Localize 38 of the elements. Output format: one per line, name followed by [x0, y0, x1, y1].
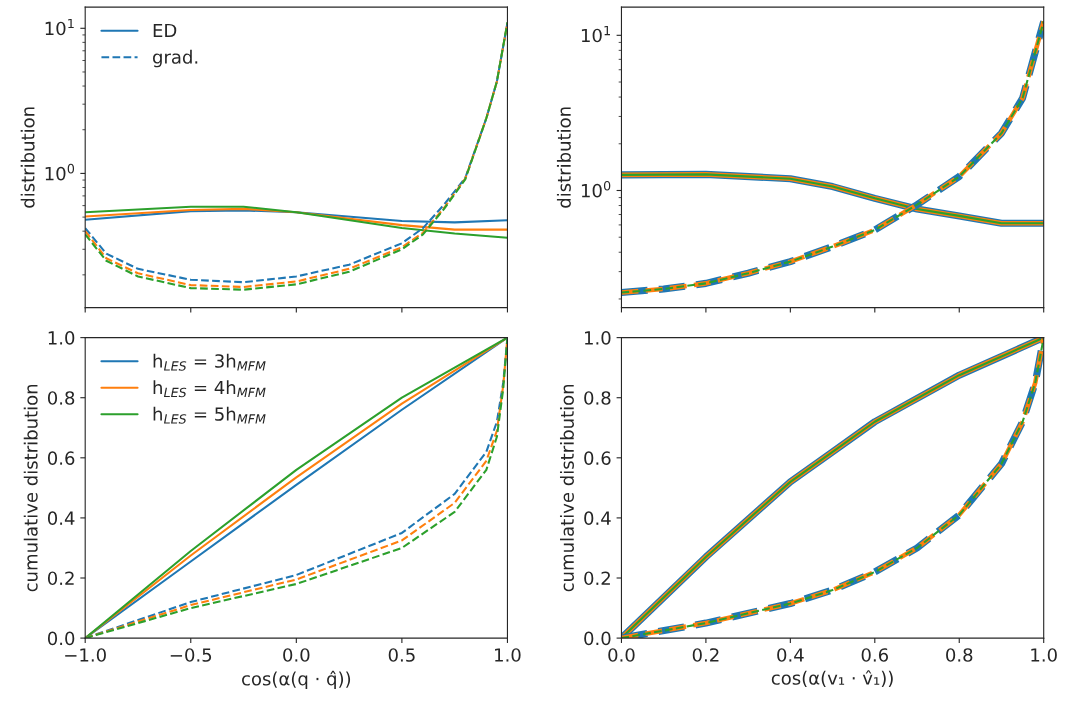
legend-label: h$_{LES}$ = 3h$_{MFM}$: [153, 353, 266, 371]
x-tick-label: 1.0: [1031, 648, 1057, 662]
y-axis-title: cumulative distribution: [23, 384, 38, 592]
y-tick-label: 10$^{1}$: [45, 18, 74, 36]
y-tick-label: 10$^{0}$: [45, 163, 75, 181]
x-tick-label: 1.0: [495, 648, 521, 662]
y-tick-label: 0.0: [47, 631, 75, 646]
y-tick-label: 1.0: [585, 331, 611, 345]
y-axis-title: cumulative distribution: [559, 384, 574, 592]
y-tick-label: 0.0: [584, 631, 611, 646]
y-tick-label: 0.6: [584, 451, 611, 465]
x-tick-label: 0.6: [861, 648, 889, 662]
y-tick-label: 0.8: [584, 391, 611, 405]
x-tick-label: 0.2: [692, 648, 719, 662]
y-tick-label: 1.0: [48, 331, 75, 345]
y-axis-title: distribution: [20, 107, 35, 208]
y-tick-label: 0.4: [47, 511, 75, 526]
y-tick-label: 0.2: [584, 571, 610, 586]
y-axis-title: distribution: [556, 107, 571, 208]
x-tick-label: 0.0: [608, 648, 635, 662]
legend-label: grad.: [153, 49, 198, 68]
y-tick-label: 0.6: [47, 451, 75, 465]
y-tick-label: 0.4: [584, 511, 611, 526]
x-axis-title: cos(α(v₁ · v̂₁)): [771, 670, 893, 687]
legend-label: h$_{LES}$ = 4h$_{MFM}$: [153, 380, 266, 398]
x-tick-label: 0.4: [777, 648, 804, 662]
y-tick-label: 0.8: [47, 391, 75, 405]
x-tick-label: 0.8: [946, 648, 973, 662]
x-tick-label: −0.5: [170, 648, 212, 662]
y-tick-label: 0.2: [47, 571, 74, 586]
x-tick-label: −1.0: [65, 648, 106, 662]
legend-label: h$_{LES}$ = 5h$_{MFM}$: [153, 406, 266, 424]
y-tick-label: 10$^{1}$: [581, 25, 610, 43]
legend-label: ED: [153, 23, 177, 38]
x-tick-label: 0.0: [283, 648, 310, 662]
x-tick-label: 0.5: [388, 648, 415, 662]
y-tick-label: 10$^{0}$: [581, 180, 611, 198]
x-axis-title: cos(α(q · q̂)): [242, 670, 351, 690]
